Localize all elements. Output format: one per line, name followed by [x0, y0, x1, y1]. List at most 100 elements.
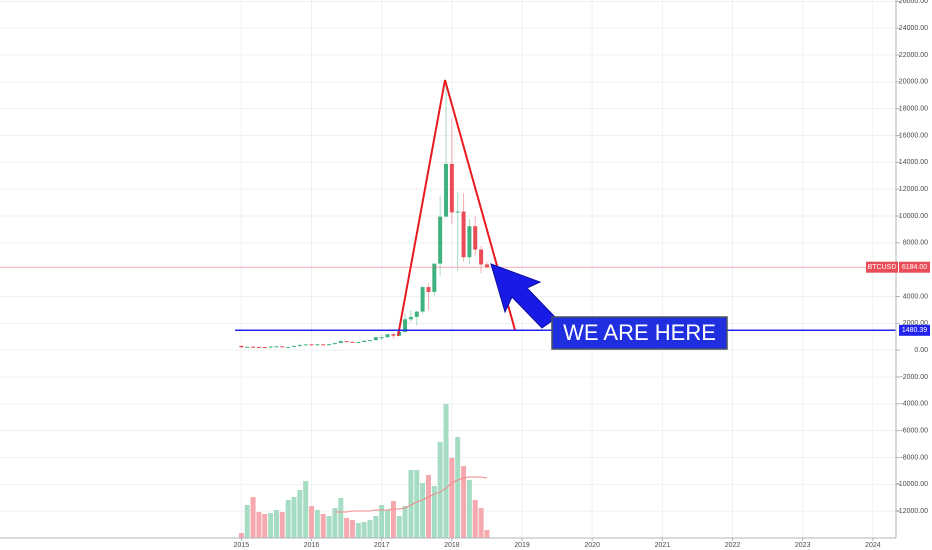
volume-bar [367, 520, 373, 538]
volume-bar [472, 500, 478, 538]
y-tick-label: 22000.00 [899, 52, 928, 59]
volume-bar [273, 510, 279, 538]
x-tick-label: 2022 [725, 542, 741, 549]
volume-bar [303, 481, 309, 538]
volume-bar [256, 512, 262, 538]
candle-body [338, 341, 343, 344]
candle-body [280, 346, 285, 348]
candle-body [315, 344, 320, 346]
y-tick-label: 2000.00 [903, 320, 928, 327]
candle-body [262, 347, 267, 349]
x-tick-label: 2023 [795, 542, 811, 549]
price-label: 6184.00 [902, 264, 927, 271]
y-tick-label: -4000.00 [900, 401, 928, 408]
x-tick-label: 2015 [234, 542, 250, 549]
volume-bar [349, 520, 355, 538]
annotation-text: WE ARE HERE [563, 320, 716, 345]
y-tick-label: 14000.00 [899, 159, 928, 166]
y-tick-label: -8000.00 [900, 454, 928, 461]
symbol-name: BTCUSD [868, 264, 897, 271]
y-tick-label: 4000.00 [903, 293, 928, 300]
annotation-box [551, 316, 728, 350]
volume-bar [443, 404, 449, 538]
candle-body [327, 344, 332, 346]
candle-body [473, 226, 478, 250]
y-tick-label: 18000.00 [899, 106, 928, 113]
candle-body [449, 163, 454, 213]
candle-body [286, 347, 291, 349]
y-tick-label: 20000.00 [899, 79, 928, 86]
volume-ma-line [334, 476, 488, 513]
candle-body [455, 211, 460, 213]
x-tick-label: 2024 [865, 542, 881, 549]
volume-bar [466, 480, 472, 538]
volume-bar [250, 497, 256, 538]
volume-bar [244, 505, 250, 538]
hline-tag [899, 324, 930, 336]
volume-bar [355, 523, 361, 538]
volume-bar [262, 514, 268, 538]
candle-body [403, 319, 408, 333]
candle-body [432, 263, 437, 292]
candle-body [379, 337, 384, 339]
volume-bar [390, 501, 396, 538]
y-tick-label: 26000.00 [899, 0, 928, 5]
volume-bar [431, 486, 437, 538]
volume-bar [437, 442, 443, 538]
candle-body [438, 216, 443, 264]
x-tick-label: 2019 [514, 542, 530, 549]
volume-bar [309, 506, 315, 538]
candle-body [344, 341, 349, 343]
volume-pane [238, 404, 490, 538]
volume-bar [379, 505, 385, 538]
price-tag [899, 261, 930, 273]
candle-body [297, 345, 302, 347]
symbol-tag [866, 261, 898, 273]
volume-bar [314, 510, 320, 538]
y-tick-label: -10000.00 [896, 481, 928, 488]
volume-bar [291, 497, 297, 538]
y-tick-label: -6000.00 [900, 428, 928, 435]
volume-bar [402, 506, 408, 538]
x-tick-label: 2020 [584, 542, 600, 549]
volume-bar [425, 475, 431, 538]
arrow [490, 263, 557, 329]
hline-label: 1480.39 [902, 327, 927, 334]
volume-bar [385, 510, 391, 538]
volume-bar [449, 458, 455, 538]
y-tick-label: -2000.00 [900, 374, 928, 381]
candle-body [350, 341, 355, 343]
candle-body [309, 344, 314, 346]
candle-body [426, 287, 431, 292]
candle-body [461, 211, 466, 258]
candle-body [367, 340, 372, 342]
volume-bar [361, 522, 367, 538]
volume-bar [414, 470, 420, 538]
candle-body [251, 346, 256, 348]
candle-body [408, 316, 413, 320]
candle-body [373, 337, 378, 341]
volume-bar [338, 498, 344, 538]
candle-body [479, 249, 484, 265]
x-tick-label: 2021 [655, 542, 671, 549]
volume-bar [297, 490, 303, 538]
candle-body [484, 264, 489, 268]
candle-body [391, 334, 396, 336]
volume-bar [420, 483, 426, 538]
volume-bar [285, 500, 291, 538]
y-tick-label: 16000.00 [899, 132, 928, 139]
volume-bar [408, 470, 414, 538]
volume-bar [478, 508, 484, 538]
overlay [0, 266, 896, 332]
volume-bar [396, 516, 402, 538]
candle-body [321, 344, 326, 346]
candle-body [385, 334, 390, 338]
volume-bar [461, 466, 467, 538]
candle-body [239, 345, 244, 348]
volume-bar [373, 516, 379, 538]
candle-body [420, 287, 425, 312]
candle-body [467, 226, 472, 258]
candle-body [356, 341, 361, 343]
